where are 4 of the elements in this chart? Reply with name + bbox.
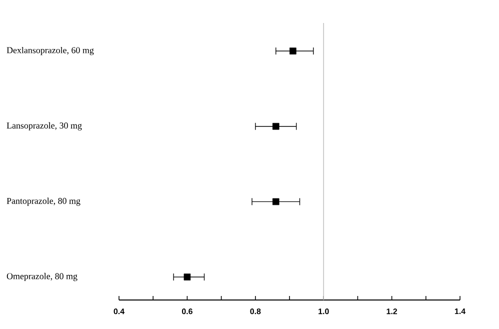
y-tick-label: Lansoprazole, 30 mg bbox=[6, 122, 82, 130]
y-tick-label: Omeprazole, 80 mg bbox=[6, 272, 78, 282]
y-tick-label: Pantoprazole, 80 mg bbox=[6, 198, 80, 206]
y-tick-label: Dexlansoprazole, 60 mg bbox=[6, 46, 94, 56]
